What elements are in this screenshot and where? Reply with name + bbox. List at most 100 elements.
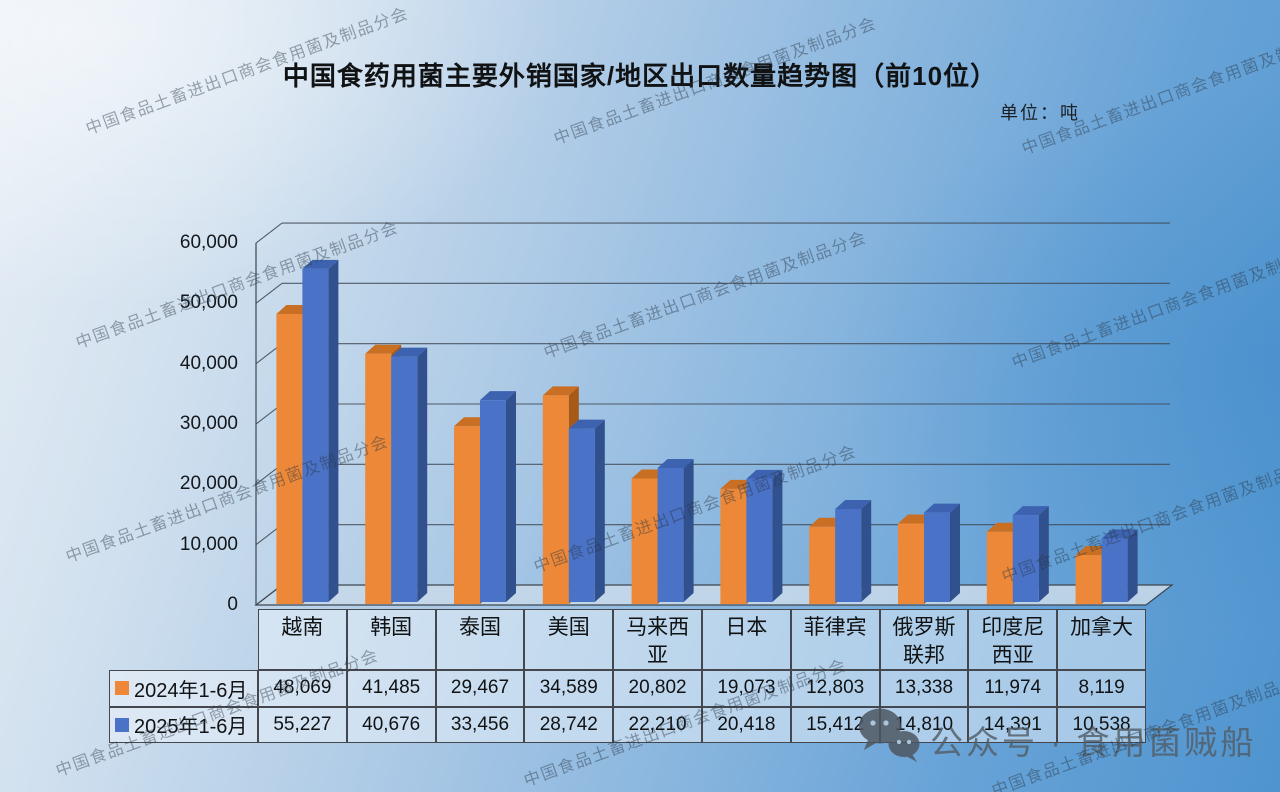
- bar-top-face: [835, 500, 872, 510]
- bar-front-face: [365, 353, 392, 604]
- value-cell: 55,227: [258, 706, 347, 743]
- bar-front-face: [835, 509, 862, 602]
- category-header: 美国: [524, 609, 614, 670]
- bar-2025年1-6月-菲律宾: [835, 500, 872, 602]
- value-cell: 48,069: [258, 670, 347, 707]
- value-table: 越南 韩国 泰国 美国 马来西亚 日本 菲律宾 俄罗斯联邦 印度尼西亚 加拿大 2024年1-6月 4…: [109, 609, 1146, 743]
- bar-side-face: [1038, 506, 1049, 602]
- bar-top-face: [542, 386, 579, 396]
- y-tick-label: 60,000: [179, 232, 238, 254]
- bar-2025年1-6月-越南: [302, 259, 339, 602]
- bar-top-face: [391, 347, 428, 357]
- branding: 公众号 · 食用菌贼船: [854, 702, 1256, 764]
- value-cell: 40,676: [346, 706, 436, 743]
- value-cell: 11,974: [968, 670, 1058, 707]
- y-tick-label: 30,000: [179, 413, 238, 434]
- bar-2025年1-6月-马来西亚: [657, 459, 694, 602]
- bar-front-face: [746, 478, 773, 602]
- bar-side-face: [861, 500, 872, 602]
- tick-connector: [255, 282, 283, 304]
- value-cell: 34,589: [524, 670, 614, 707]
- legend-2024年1-6月: 2024年1-6月: [109, 670, 258, 707]
- bar-side-face: [594, 419, 605, 602]
- value-cell: 33,456: [435, 706, 525, 743]
- bar-top-face: [657, 459, 694, 469]
- category-header: 日本: [701, 609, 791, 670]
- bar-side-face: [328, 259, 339, 602]
- legend-label: 2024年1-6月: [134, 679, 248, 702]
- bar-top-face: [302, 259, 339, 269]
- bar-side-face: [950, 503, 960, 602]
- value-cell: 22,210: [613, 706, 702, 743]
- legend-label: 2025年1-6月: [134, 716, 248, 739]
- value-cell: 12,803: [790, 670, 880, 707]
- wechat-icon: [859, 708, 920, 762]
- bar-side-face: [506, 391, 516, 602]
- bar-top-face: [568, 419, 605, 429]
- value-cell: 13,338: [879, 670, 969, 707]
- bar-2025年1-6月-加拿大: [1101, 529, 1138, 602]
- category-header: 印度尼西亚: [968, 609, 1058, 670]
- legend-swatch: [115, 681, 129, 696]
- category-header: 俄罗斯联邦: [879, 609, 969, 670]
- y-tick-label: 20,000: [179, 473, 238, 495]
- value-cell: 29,467: [435, 670, 525, 707]
- chart-title: 中国食药用菌主要外销国家/地区出口数量趋势图（前10位）: [282, 61, 998, 91]
- bar-front-face: [542, 395, 569, 604]
- bar-2025年1-6月-印度尼西亚: [1012, 506, 1049, 602]
- category-header: 越南: [258, 609, 347, 670]
- bar-front-face: [1075, 555, 1102, 604]
- bar-front-face: [568, 428, 595, 602]
- bar-front-face: [276, 313, 303, 604]
- value-cell: 14,391: [968, 706, 1058, 743]
- bar-2025年1-6月-美国: [568, 419, 605, 602]
- bar-top-face: [1012, 506, 1049, 516]
- y-tick-label: 10,000: [179, 533, 238, 555]
- bar-front-face: [986, 531, 1013, 604]
- bar-top-face: [480, 391, 516, 401]
- bar-front-face: [480, 400, 506, 602]
- bar-side-face: [1127, 529, 1138, 602]
- legend-2025年1-6月: 2025年1-6月: [109, 706, 258, 743]
- y-tick-label: 40,000: [179, 352, 238, 374]
- bar-front-face: [454, 426, 480, 604]
- bar-side-face: [683, 459, 694, 602]
- category-header: 韩国: [346, 609, 436, 670]
- bar-front-face: [924, 512, 950, 602]
- legend-swatch: [115, 717, 129, 732]
- bar-front-face: [302, 268, 329, 602]
- value-cell: 19,073: [701, 670, 791, 707]
- bar-front-face: [720, 488, 747, 604]
- category-header: 菲律宾: [790, 609, 880, 670]
- bar-top-face: [924, 503, 960, 513]
- bar-front-face: [898, 523, 924, 604]
- bar-2025年1-6月-日本: [746, 469, 783, 602]
- bar-front-face: [1012, 515, 1039, 602]
- value-cell: 8,119: [1057, 670, 1146, 707]
- bar-top-face: [746, 469, 783, 479]
- unit-label: 单位：吨: [1000, 103, 1080, 123]
- value-cell: 20,802: [613, 670, 702, 707]
- y-tick-label: 50,000: [179, 292, 238, 314]
- bar-front-face: [631, 478, 658, 604]
- bar-top-face: [1101, 529, 1138, 539]
- bar-front-face: [1101, 538, 1128, 602]
- bar-side-face: [772, 469, 783, 602]
- bar-2025年1-6月-俄罗斯联邦: [924, 503, 960, 602]
- tick-connector: [255, 222, 283, 244]
- bar-2025年1-6月-泰国: [480, 391, 516, 602]
- branding-text: 公众号 · 食用菌贼船: [930, 724, 1257, 761]
- bar-side-face: [417, 347, 428, 602]
- y-tick-label: 0: [227, 594, 238, 615]
- bar-front-face: [809, 526, 836, 604]
- category-header: 加拿大: [1057, 609, 1146, 670]
- value-cell: 20,418: [701, 706, 791, 743]
- value-cell: 41,485: [346, 670, 436, 707]
- bar-front-face: [391, 356, 418, 602]
- value-cell: 10,538: [1057, 706, 1146, 743]
- category-header: 马来西亚: [613, 609, 702, 670]
- category-header: 泰国: [435, 609, 525, 670]
- value-cell: 28,742: [524, 706, 614, 743]
